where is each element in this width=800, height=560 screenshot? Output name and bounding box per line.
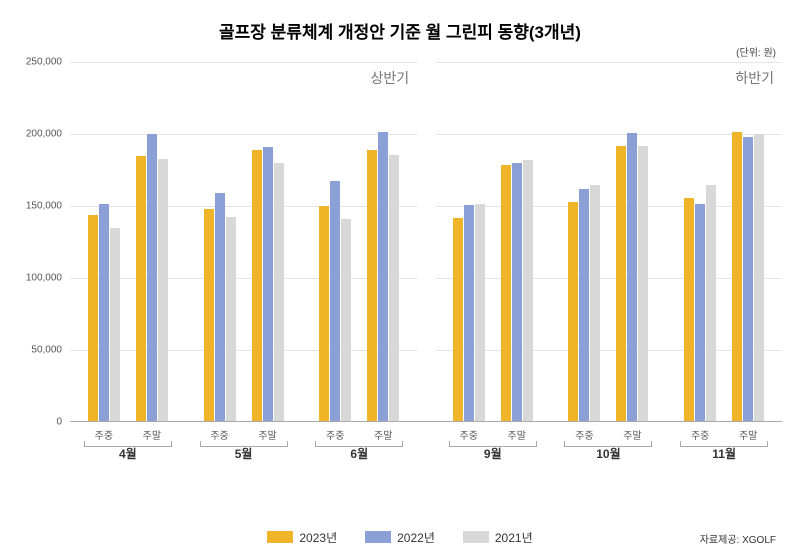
bar — [590, 185, 600, 421]
subgroup-label: 주중 — [210, 427, 228, 442]
legend-item: 2022년 — [365, 529, 435, 546]
bar — [732, 132, 742, 421]
bar — [616, 146, 626, 421]
bar — [638, 146, 648, 421]
month-label: 10월 — [596, 445, 620, 462]
bar — [695, 204, 705, 421]
legend-swatch — [463, 531, 489, 543]
month-group — [551, 62, 667, 421]
legend-swatch — [365, 531, 391, 543]
unit-label: (단위: 원) — [736, 44, 776, 59]
y-tick-label: 0 — [56, 417, 62, 428]
plot-area: 상반기하반기 — [70, 62, 782, 422]
legend: 2023년 2022년 2021년 — [0, 529, 800, 549]
y-tick-label: 50,000 — [31, 345, 62, 356]
subgroup-label: 주중 — [575, 427, 593, 442]
bar — [568, 202, 578, 421]
bar — [464, 205, 474, 421]
bar — [512, 163, 522, 421]
bar — [453, 218, 463, 421]
bar — [263, 147, 273, 421]
bar — [88, 215, 98, 421]
y-tick-label: 100,000 — [26, 273, 62, 284]
chart-title: 골프장 분류체계 개정안 기준 월 그린피 동향(3개년) — [0, 0, 800, 43]
month-group — [301, 62, 417, 421]
bar — [158, 159, 168, 421]
subgroup-label: 주말 — [508, 427, 526, 442]
month-group — [666, 62, 782, 421]
bar — [389, 155, 399, 421]
subgroup-label: 주말 — [143, 427, 161, 442]
y-axis: 050,000100,000150,000200,000250,000 — [18, 62, 66, 472]
y-tick-label: 250,000 — [26, 57, 62, 68]
bar — [378, 132, 388, 421]
month-group — [186, 62, 302, 421]
bar — [215, 193, 225, 421]
x-axis-labels: 주중주말4월주중주말5월주중주말6월주중주말9월주중주말10월주중주말11월 — [70, 427, 782, 467]
bar — [330, 181, 340, 421]
subgroup-label: 주중 — [460, 427, 478, 442]
subgroup-label: 주말 — [258, 427, 276, 442]
month-label: 4월 — [119, 445, 137, 462]
source-label: 자료제공: XGOLF — [700, 531, 776, 546]
subgroup-label: 주말 — [739, 427, 757, 442]
bar — [501, 165, 511, 421]
bar — [274, 163, 284, 421]
bar — [579, 189, 589, 421]
subgroup-label: 주중 — [95, 427, 113, 442]
panel: 상반기 — [70, 62, 417, 421]
y-tick-label: 200,000 — [26, 129, 62, 140]
month-label: 11월 — [712, 445, 736, 462]
month-group — [435, 62, 551, 421]
bar — [706, 185, 716, 421]
bar — [99, 204, 109, 421]
bar — [627, 133, 637, 421]
subgroup-label: 주중 — [326, 427, 344, 442]
bar — [204, 209, 214, 421]
subgroup-label: 주중 — [691, 427, 709, 442]
bar — [743, 137, 753, 421]
subgroup-label: 주말 — [623, 427, 641, 442]
bar — [754, 134, 764, 421]
y-tick-label: 150,000 — [26, 201, 62, 212]
bar — [319, 206, 329, 421]
legend-label: 2023년 — [299, 529, 337, 546]
panel-divider — [417, 60, 435, 420]
bar — [252, 150, 262, 421]
legend-item: 2021년 — [463, 529, 533, 546]
legend-swatch — [267, 531, 293, 543]
month-group — [70, 62, 186, 421]
bar — [147, 134, 157, 421]
bar — [110, 228, 120, 421]
month-label: 6월 — [350, 445, 368, 462]
bar — [367, 150, 377, 421]
panel: 하반기 — [435, 62, 782, 421]
subgroup-label: 주말 — [374, 427, 392, 442]
month-label: 9월 — [484, 445, 502, 462]
bar — [523, 160, 533, 421]
bar — [341, 219, 351, 421]
month-label: 5월 — [235, 445, 253, 462]
bar — [136, 156, 146, 421]
bar — [475, 204, 485, 421]
legend-item: 2023년 — [267, 529, 337, 546]
bar — [226, 217, 236, 421]
legend-label: 2021년 — [495, 529, 533, 546]
bar — [684, 198, 694, 421]
chart-container: 050,000100,000150,000200,000250,000 상반기하… — [18, 62, 782, 472]
legend-label: 2022년 — [397, 529, 435, 546]
